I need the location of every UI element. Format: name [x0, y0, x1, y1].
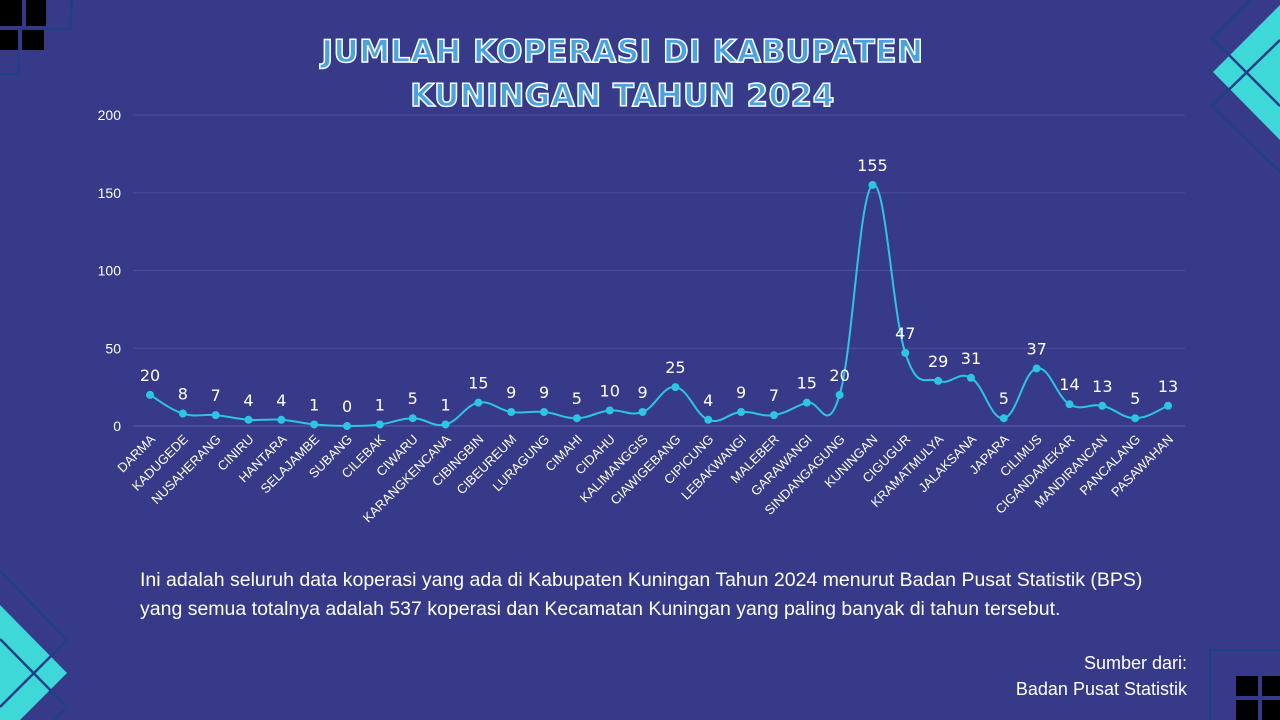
- data-point: [507, 408, 516, 417]
- data-label: 25: [665, 358, 685, 377]
- data-point: [966, 373, 975, 382]
- data-label: 9: [637, 383, 647, 402]
- data-label: 5: [572, 389, 582, 408]
- source-note: Sumber dari: Badan Pusat Statistik: [1016, 650, 1187, 702]
- data-point: [868, 180, 877, 189]
- y-tick-label: 100: [98, 263, 122, 279]
- bottom-right-decoration: [1209, 649, 1280, 720]
- data-label: 47: [895, 324, 915, 343]
- data-point: [934, 376, 943, 385]
- data-point: [146, 390, 154, 399]
- data-label: 1: [375, 395, 385, 414]
- data-point: [244, 415, 253, 424]
- data-point: [1164, 401, 1172, 410]
- line-chart: 05010015020020DARMA8KADUGEDE7NUSAHERANG4…: [98, 107, 1185, 525]
- data-label: 4: [703, 391, 713, 410]
- y-tick-label: 50: [105, 340, 121, 356]
- y-tick-label: 150: [98, 185, 122, 201]
- top-left-decoration: [0, 0, 73, 75]
- data-label: 4: [276, 391, 286, 410]
- data-label: 13: [1158, 377, 1178, 396]
- data-label: 9: [506, 383, 516, 402]
- data-point: [408, 414, 417, 423]
- chart-title-line-2: KUNINGAN TAHUN 2024: [409, 77, 835, 115]
- chart-description: Ini adalah seluruh data koperasi yang ad…: [140, 569, 1143, 620]
- data-point: [310, 420, 319, 429]
- data-point: [375, 420, 384, 429]
- data-label: 15: [797, 374, 817, 393]
- data-point: [1131, 414, 1140, 423]
- data-point: [211, 411, 220, 420]
- data-point: [999, 414, 1008, 423]
- data-point: [1098, 401, 1107, 410]
- data-point: [178, 409, 187, 418]
- data-label: 20: [829, 366, 849, 385]
- data-point: [638, 408, 647, 417]
- chart-title-line-1: JUMLAH KOPERASI DI KABUPATEN: [321, 33, 924, 71]
- source-name: Badan Pusat Statistik: [1015, 679, 1187, 699]
- data-point: [441, 420, 450, 429]
- data-label: 7: [769, 386, 779, 405]
- source-label: Sumber dari:: [1083, 653, 1187, 673]
- data-point: [704, 415, 713, 424]
- data-label: 13: [1092, 377, 1112, 396]
- data-point: [277, 415, 286, 424]
- top-right-decoration: [1210, 0, 1280, 173]
- data-label: 4: [243, 391, 253, 410]
- data-label: 29: [928, 352, 948, 371]
- chart-title: JUMLAH KOPERASI DI KABUPATEN KUNINGAN TA…: [0, 30, 1245, 118]
- data-label: 9: [539, 383, 549, 402]
- data-label: 5: [1130, 389, 1140, 408]
- data-point: [540, 408, 549, 417]
- data-label: 20: [140, 366, 160, 385]
- data-point: [835, 390, 844, 399]
- data-label: 10: [600, 381, 620, 400]
- data-point: [572, 414, 581, 423]
- data-point: [802, 398, 811, 407]
- data-label: 1: [309, 395, 319, 414]
- data-point: [769, 411, 778, 420]
- bottom-left-decoration: [0, 570, 69, 720]
- y-tick-label: 0: [113, 418, 121, 434]
- data-point: [737, 408, 746, 417]
- data-point: [474, 398, 483, 407]
- data-label: 0: [342, 397, 352, 416]
- data-label: 31: [961, 349, 981, 368]
- data-point: [343, 422, 352, 430]
- data-label: 15: [468, 374, 488, 393]
- data-label: 155: [857, 156, 888, 175]
- data-label: 5: [999, 389, 1009, 408]
- series-line: [149, 183, 1169, 428]
- data-label: 1: [440, 395, 450, 414]
- data-label: 37: [1026, 339, 1046, 358]
- data-label: 9: [736, 383, 746, 402]
- data-label: 14: [1059, 375, 1079, 394]
- data-label: 5: [408, 389, 418, 408]
- data-point: [671, 383, 680, 392]
- data-label: 8: [178, 385, 188, 404]
- data-label: 7: [211, 386, 221, 405]
- data-point: [1032, 364, 1041, 373]
- y-tick-label: 200: [98, 107, 122, 123]
- data-point: [901, 348, 910, 357]
- data-point: [1065, 400, 1074, 409]
- data-point: [605, 406, 614, 415]
